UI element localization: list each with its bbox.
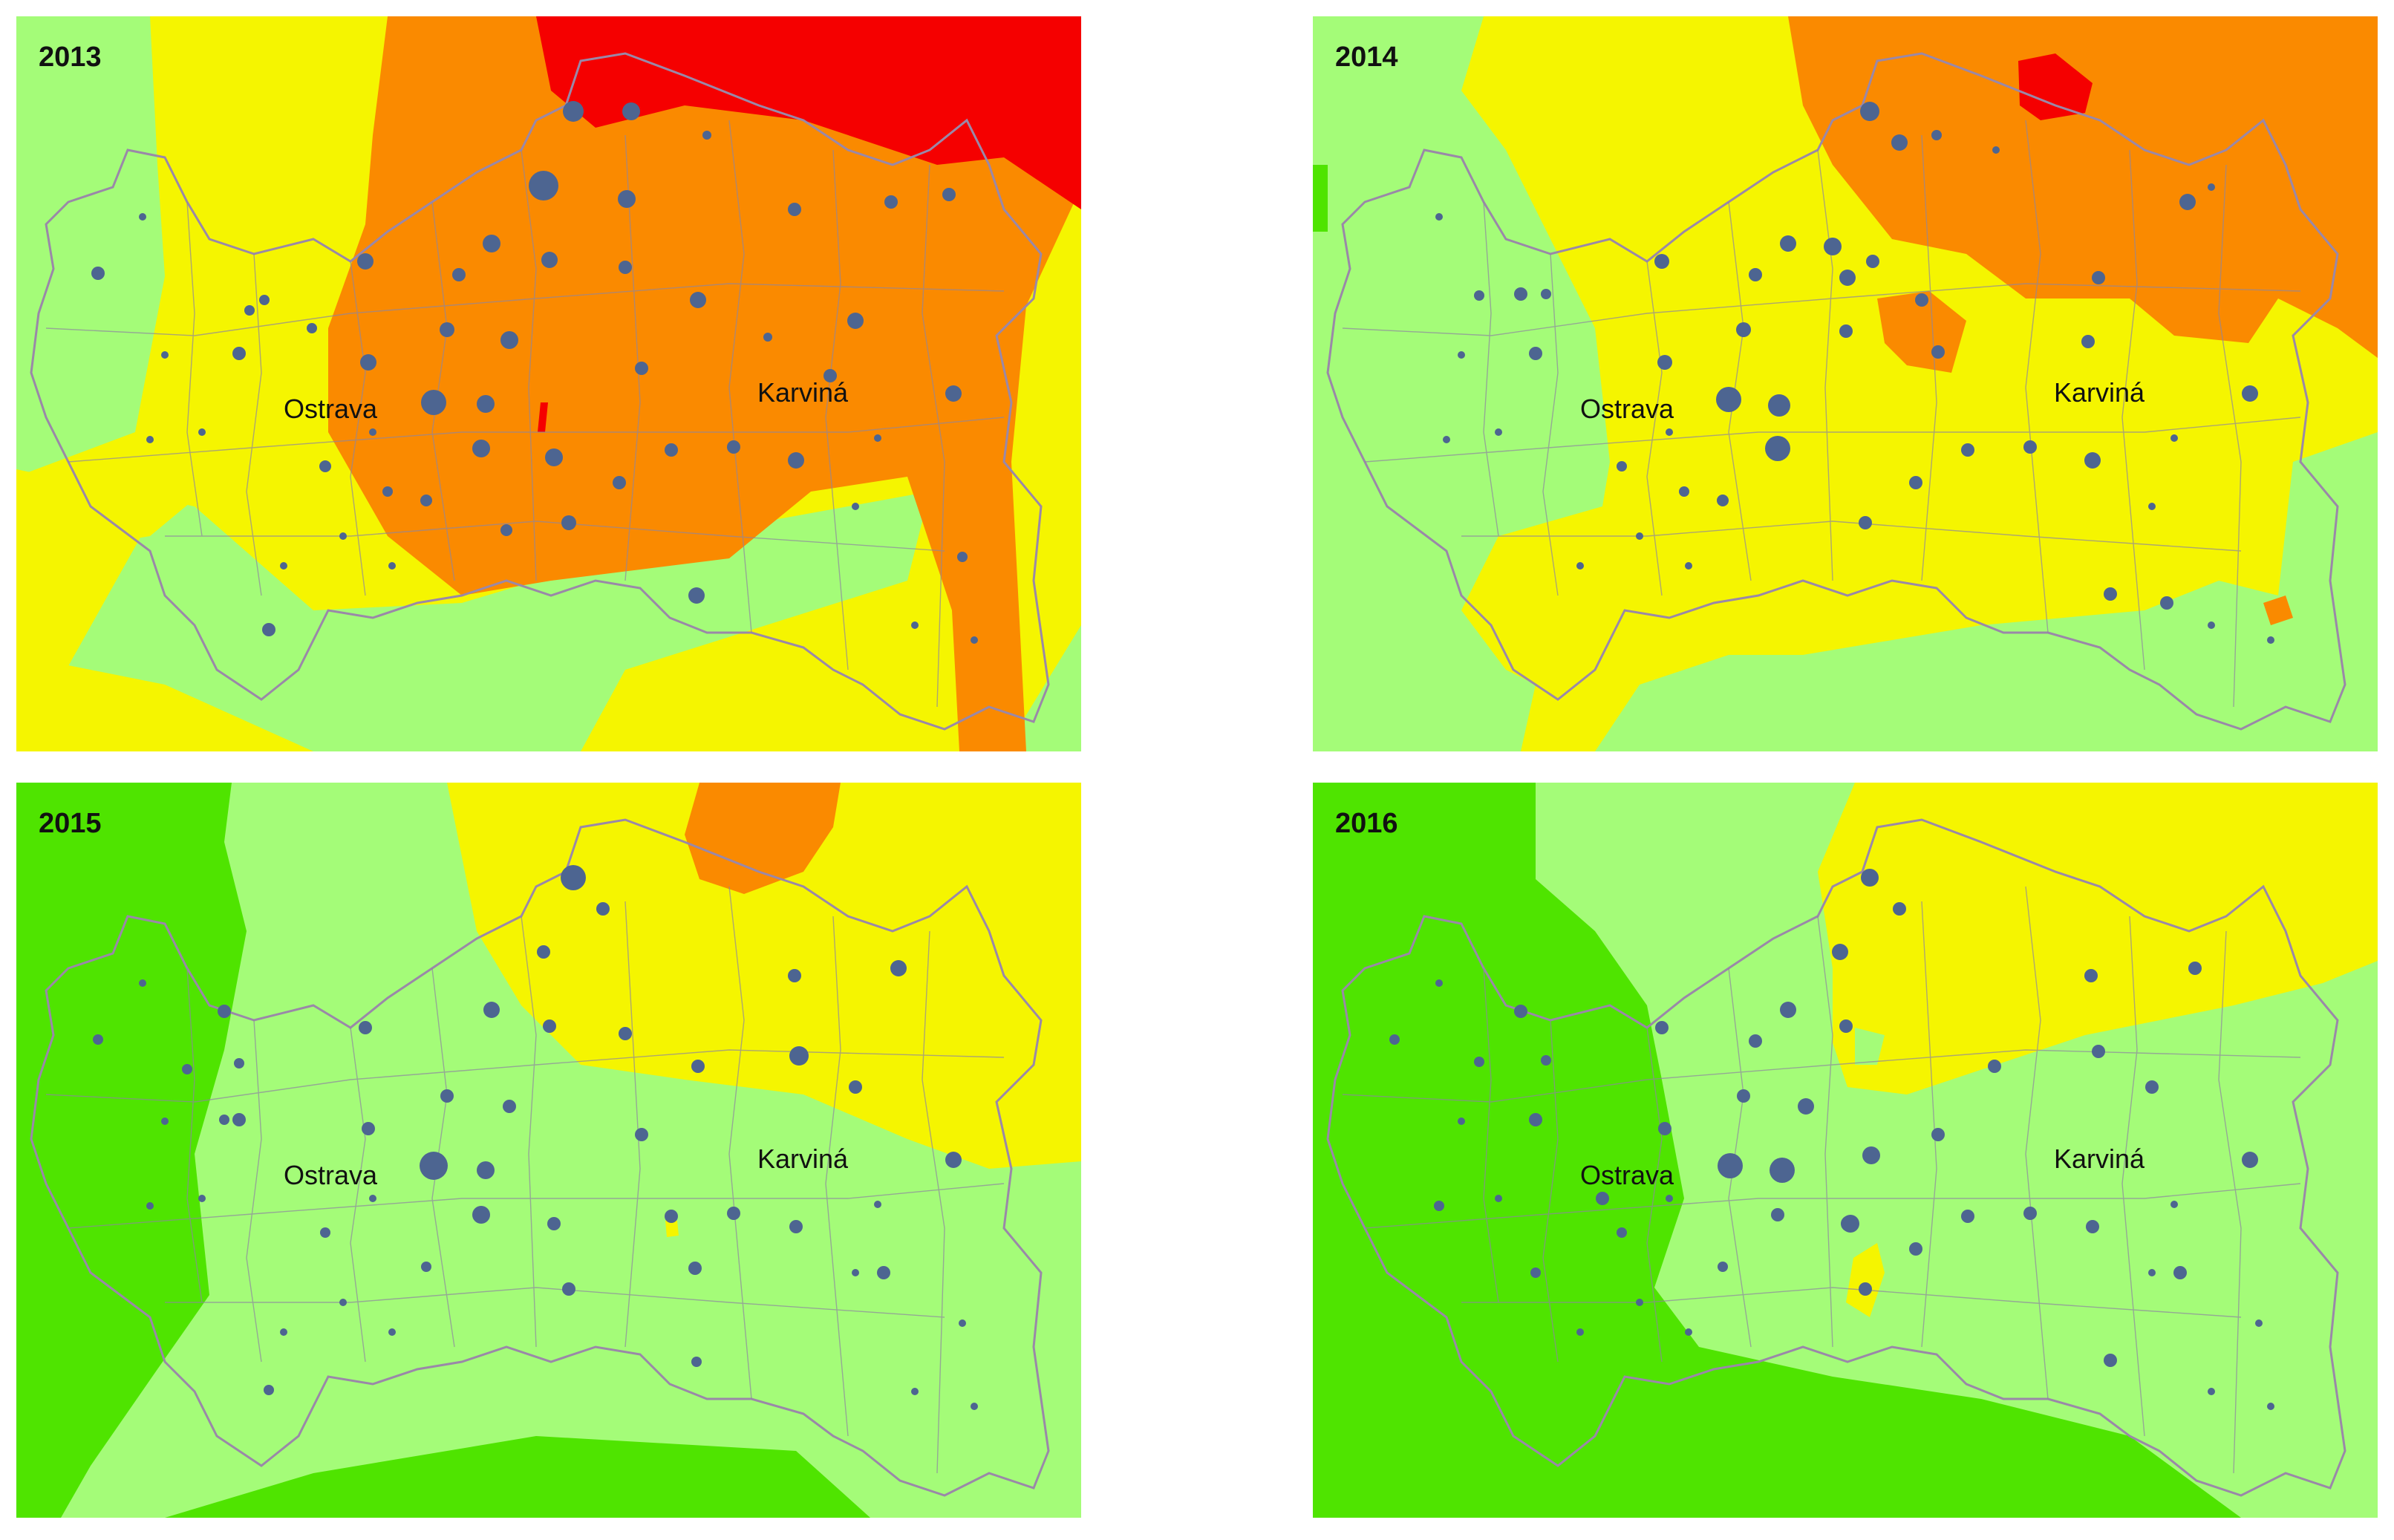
year-label: 2015 bbox=[39, 808, 102, 839]
district-lines bbox=[45, 120, 1005, 708]
year-label: 2014 bbox=[1335, 42, 1398, 73]
city-label-ostrava: Ostrava bbox=[1580, 1160, 1674, 1190]
district-lines bbox=[1342, 120, 2301, 708]
map-panel-2013: 2013 Ostrava Karviná bbox=[16, 16, 1081, 751]
city-label-karvina: Karviná bbox=[757, 1143, 849, 1174]
city-label-karvina: Karviná bbox=[2054, 1143, 2145, 1174]
pollution-map-2016 bbox=[1313, 783, 2378, 1518]
map-panel-2015: 2015 Ostrava Karviná bbox=[16, 783, 1081, 1518]
year-label: 2013 bbox=[39, 42, 102, 73]
city-label-ostrava: Ostrava bbox=[1580, 394, 1674, 424]
pollution-map-2015 bbox=[16, 783, 1081, 1518]
city-label-ostrava: Ostrava bbox=[284, 1160, 378, 1190]
city-label-karvina: Karviná bbox=[2054, 377, 2145, 408]
measurement-stations bbox=[91, 101, 978, 644]
city-label-karvina: Karviná bbox=[757, 377, 849, 408]
city-label-ostrava: Ostrava bbox=[284, 394, 378, 424]
measurement-stations bbox=[1389, 869, 2274, 1410]
map-panel-2014: 2014 Ostrava Karviná bbox=[1313, 16, 2378, 751]
measurement-stations bbox=[93, 865, 978, 1410]
pollution-map-2014 bbox=[1313, 16, 2378, 751]
year-label: 2016 bbox=[1335, 808, 1398, 839]
pollution-map-2013 bbox=[16, 16, 1081, 751]
measurement-stations bbox=[1435, 102, 2274, 644]
map-panel-2016: 2016 Ostrava Karviná bbox=[1313, 783, 2378, 1518]
district-lines bbox=[45, 886, 1005, 1474]
district-lines bbox=[1342, 886, 2301, 1474]
